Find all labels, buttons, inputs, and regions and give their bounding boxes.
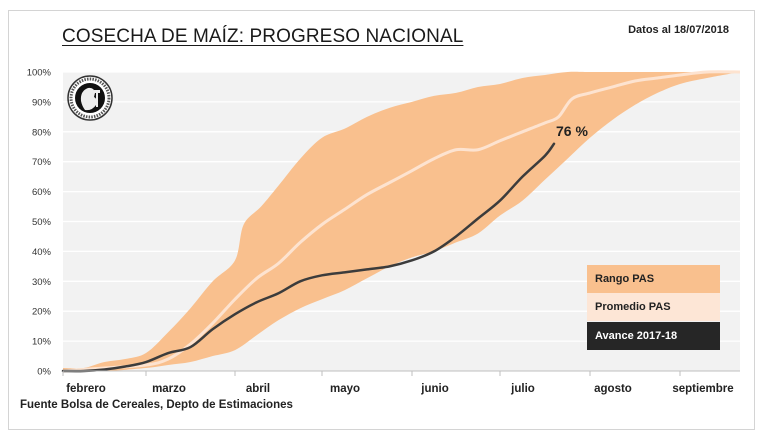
x-tick-label: marzo xyxy=(152,383,186,395)
y-tick-label: 80% xyxy=(32,127,52,138)
y-tick-label: 90% xyxy=(32,97,52,108)
y-tick-label: 100% xyxy=(27,68,52,79)
x-tick-marks xyxy=(62,371,681,376)
y-tick-label: 20% xyxy=(32,307,52,318)
x-tick-label: mayo xyxy=(330,383,360,395)
institution-seal-icon xyxy=(67,75,113,121)
x-tick-label: febrero xyxy=(66,383,106,395)
legend-item-current: Avance 2017-18 xyxy=(587,322,720,350)
legend-item-average: Promedio PAS xyxy=(587,293,720,321)
y-tick-label: 10% xyxy=(32,337,52,348)
current-value-annotation: 76 % xyxy=(556,123,588,139)
legend-item-range: Rango PAS xyxy=(587,265,720,293)
x-tick-label: agosto xyxy=(594,383,632,395)
x-tick-label: abril xyxy=(246,383,270,395)
x-tick-label: junio xyxy=(420,383,448,395)
date-note: Datos al 18/07/2018 xyxy=(628,24,729,36)
x-tick-label: septiembre xyxy=(672,383,733,395)
chart-title: COSECHA DE MAÍZ: PROGRESO NACIONAL xyxy=(62,26,464,47)
legend-label: Promedio PAS xyxy=(595,301,671,313)
legend-label: Rango PAS xyxy=(595,273,655,285)
y-tick-label: 50% xyxy=(32,217,52,228)
legend-label: Avance 2017-18 xyxy=(595,330,678,342)
x-tick-labels: febrero marzo abril mayo junio julio agosto sep… xyxy=(66,383,733,395)
y-tick-label: 0% xyxy=(37,367,51,378)
y-tick-label: 30% xyxy=(32,277,52,288)
current-line xyxy=(61,142,556,373)
x-tick-label: julio xyxy=(510,383,535,395)
average-line xyxy=(62,70,741,373)
y-tick-label: 60% xyxy=(32,187,52,198)
y-tick-labels: 0% 10% 20% 30% 40% 50% 60% 70% 80% 90% 100% xyxy=(27,68,52,378)
y-tick-label: 70% xyxy=(32,157,52,168)
range-area xyxy=(63,71,740,372)
y-tick-label: 40% xyxy=(32,247,52,258)
source-note: Fuente Bolsa de Cereales, Depto de Estim… xyxy=(20,399,293,411)
